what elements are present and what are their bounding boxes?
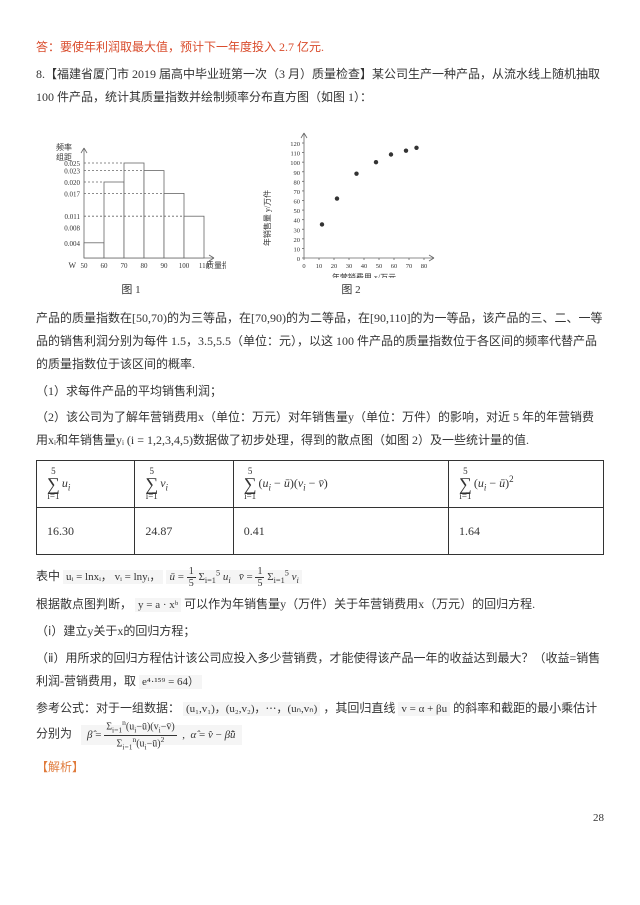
formula-uv: uᵢ = lnxᵢ， vᵢ = lnyᵢ， bbox=[63, 570, 163, 584]
svg-text:质量指数: 质量指数 bbox=[206, 260, 226, 270]
charts-row: 频率组距0.0040.0080.0110.0170.0200.0230.0255… bbox=[36, 118, 604, 301]
svg-text:0.011: 0.011 bbox=[65, 214, 81, 222]
formula-beta-alpha: β̂ = Σi=1n(ui−ū)(vi−v̄) Σi=1n(ui−ū)2 , α… bbox=[81, 725, 242, 745]
svg-text:110: 110 bbox=[290, 151, 300, 158]
data-cell: 1.64 bbox=[449, 508, 604, 555]
formula-line: v = α + βu bbox=[398, 702, 450, 716]
svg-text:100: 100 bbox=[179, 262, 190, 270]
svg-text:80: 80 bbox=[141, 262, 149, 270]
svg-text:频率: 频率 bbox=[56, 142, 72, 152]
svg-text:100: 100 bbox=[290, 161, 300, 168]
answer-line: 答：要使年利润取最大值，预计下一年度投入 2.7 亿元. bbox=[36, 36, 604, 59]
svg-text:80: 80 bbox=[294, 180, 301, 187]
formula-data-tuples: (u₁,v₁)，(u₂,v₂)，⋯，(uₙ,vₙ) bbox=[183, 702, 320, 716]
svg-text:年营销费用 x/万元: 年营销费用 x/万元 bbox=[332, 272, 396, 278]
q8-intro: 8.【福建省厦门市 2019 届高中毕业班第一次（3 月）质量检查】某公司生产一… bbox=[36, 63, 604, 109]
data-cell: 24.87 bbox=[135, 508, 233, 555]
svg-text:10: 10 bbox=[294, 247, 301, 254]
svg-text:50: 50 bbox=[376, 263, 383, 270]
ref-text-a: 参考公式：对于一组数据： bbox=[36, 701, 180, 715]
data-cell: 16.30 bbox=[37, 508, 135, 555]
stats-table: 5∑i=1ui 5∑i=1vi 5∑i=1(ui − ū)(vi − v̄) 5… bbox=[36, 460, 604, 555]
svg-text:年销售量 y/万件: 年销售量 y/万件 bbox=[262, 190, 272, 246]
svg-text:0: 0 bbox=[297, 256, 300, 263]
svg-text:0.017: 0.017 bbox=[64, 191, 80, 199]
svg-text:0.023: 0.023 bbox=[64, 168, 80, 176]
ref-text-b: ，其回归直线 bbox=[323, 701, 395, 715]
svg-text:0.025: 0.025 bbox=[64, 160, 80, 168]
header-cell: 5∑i=1ui bbox=[37, 461, 135, 508]
svg-text:0: 0 bbox=[302, 263, 305, 270]
histogram-svg: 频率组距0.0040.0080.0110.0170.0200.0230.0255… bbox=[36, 128, 226, 278]
svg-text:30: 30 bbox=[346, 263, 353, 270]
header-cell: 5∑i=1(ui − ū)(vi − v̄) bbox=[233, 461, 448, 508]
svg-text:W: W bbox=[68, 261, 76, 270]
table-row: 16.30 24.87 0.41 1.64 bbox=[37, 508, 604, 555]
svg-text:20: 20 bbox=[294, 237, 301, 244]
svg-text:90: 90 bbox=[161, 262, 169, 270]
svg-text:60: 60 bbox=[294, 199, 301, 206]
svg-text:60: 60 bbox=[101, 262, 109, 270]
svg-text:10: 10 bbox=[316, 263, 323, 270]
svg-text:0.004: 0.004 bbox=[64, 240, 80, 248]
svg-text:0.008: 0.008 bbox=[64, 225, 80, 233]
svg-text:70: 70 bbox=[294, 189, 301, 196]
svg-text:120: 120 bbox=[290, 141, 300, 148]
formula-means: ū = 15 Σi=15 ui v̄ = 15 Σi=15 vi bbox=[166, 570, 301, 584]
svg-text:70: 70 bbox=[121, 262, 129, 270]
reference-formula: 参考公式：对于一组数据： (u₁,v₁)，(u₂,v₂)，⋯，(uₙ,vₙ) ，… bbox=[36, 697, 604, 752]
svg-text:60: 60 bbox=[391, 263, 398, 270]
svg-text:40: 40 bbox=[294, 218, 301, 225]
fig2-caption: 图 2 bbox=[341, 280, 360, 301]
figure-2: 0 10 20 30 40 50 60 70 80 90 100 110 120 0 10 20 30 40 50 6… bbox=[256, 118, 446, 301]
judge-line: 根据散点图判断， y = a · xᵇ 可以作为年销售量y（万件）关于年营销费用… bbox=[36, 593, 604, 616]
note-prefix: 表中 bbox=[36, 569, 60, 583]
judge-text-2: 可以作为年销售量y（万件）关于年营销费用x（万元）的回归方程. bbox=[184, 597, 535, 611]
svg-text:50: 50 bbox=[81, 262, 89, 270]
svg-text:90: 90 bbox=[294, 170, 301, 177]
judge-text: 根据散点图判断， bbox=[36, 597, 132, 611]
svg-text:20: 20 bbox=[331, 263, 338, 270]
header-cell: 5∑i=1(ui − ū)2 bbox=[449, 461, 604, 508]
table-row: 5∑i=1ui 5∑i=1vi 5∑i=1(ui − ū)(vi − v̄) 5… bbox=[37, 461, 604, 508]
part-2-text: （2）该公司为了解年营销费用x（单位：万元）对年销售量y（单位：万件）的影响，对… bbox=[36, 410, 594, 447]
svg-text:0.020: 0.020 bbox=[64, 179, 80, 187]
svg-text:30: 30 bbox=[294, 228, 301, 235]
svg-text:80: 80 bbox=[421, 263, 428, 270]
desc-paragraph: 产品的质量指数在[50,70)的为三等品，在[70,90)的为二等品，在[90,… bbox=[36, 307, 604, 375]
part-ii-text: （ⅱ）用所求的回归方程估计该公司应投入多少营销费，才能使得该产品一年的收益达到最… bbox=[36, 651, 600, 688]
page-number: 28 bbox=[36, 808, 604, 829]
svg-text:70: 70 bbox=[406, 263, 413, 270]
header-cell: 5∑i=1vi bbox=[135, 461, 233, 508]
formula-model: y = a · xᵇ bbox=[135, 598, 181, 612]
table-note: 表中 uᵢ = lnxᵢ， vᵢ = lnyᵢ， ū = 15 Σi=15 ui… bbox=[36, 565, 604, 589]
svg-text:50: 50 bbox=[294, 208, 301, 215]
formula-e: e⁴·¹⁵⁹ = 64） bbox=[139, 675, 202, 689]
figure-1: 频率组距0.0040.0080.0110.0170.0200.0230.0255… bbox=[36, 128, 226, 301]
part-i: （ⅰ）建立y关于x的回归方程； bbox=[36, 620, 604, 643]
fig1-caption: 图 1 bbox=[121, 280, 140, 301]
part-ii: （ⅱ）用所求的回归方程估计该公司应投入多少营销费，才能使得该产品一年的收益达到最… bbox=[36, 647, 604, 693]
svg-text:40: 40 bbox=[361, 263, 368, 270]
part-2: （2）该公司为了解年营销费用x（单位：万元）对年销售量y（单位：万件）的影响，对… bbox=[36, 406, 604, 452]
data-cell: 0.41 bbox=[233, 508, 448, 555]
part-1: （1）求每件产品的平均销售利润； bbox=[36, 380, 604, 403]
scatter-svg: 0 10 20 30 40 50 60 70 80 90 100 110 120 0 10 20 30 40 50 6… bbox=[256, 118, 446, 278]
jiexi-label: 【解析】 bbox=[36, 756, 604, 779]
